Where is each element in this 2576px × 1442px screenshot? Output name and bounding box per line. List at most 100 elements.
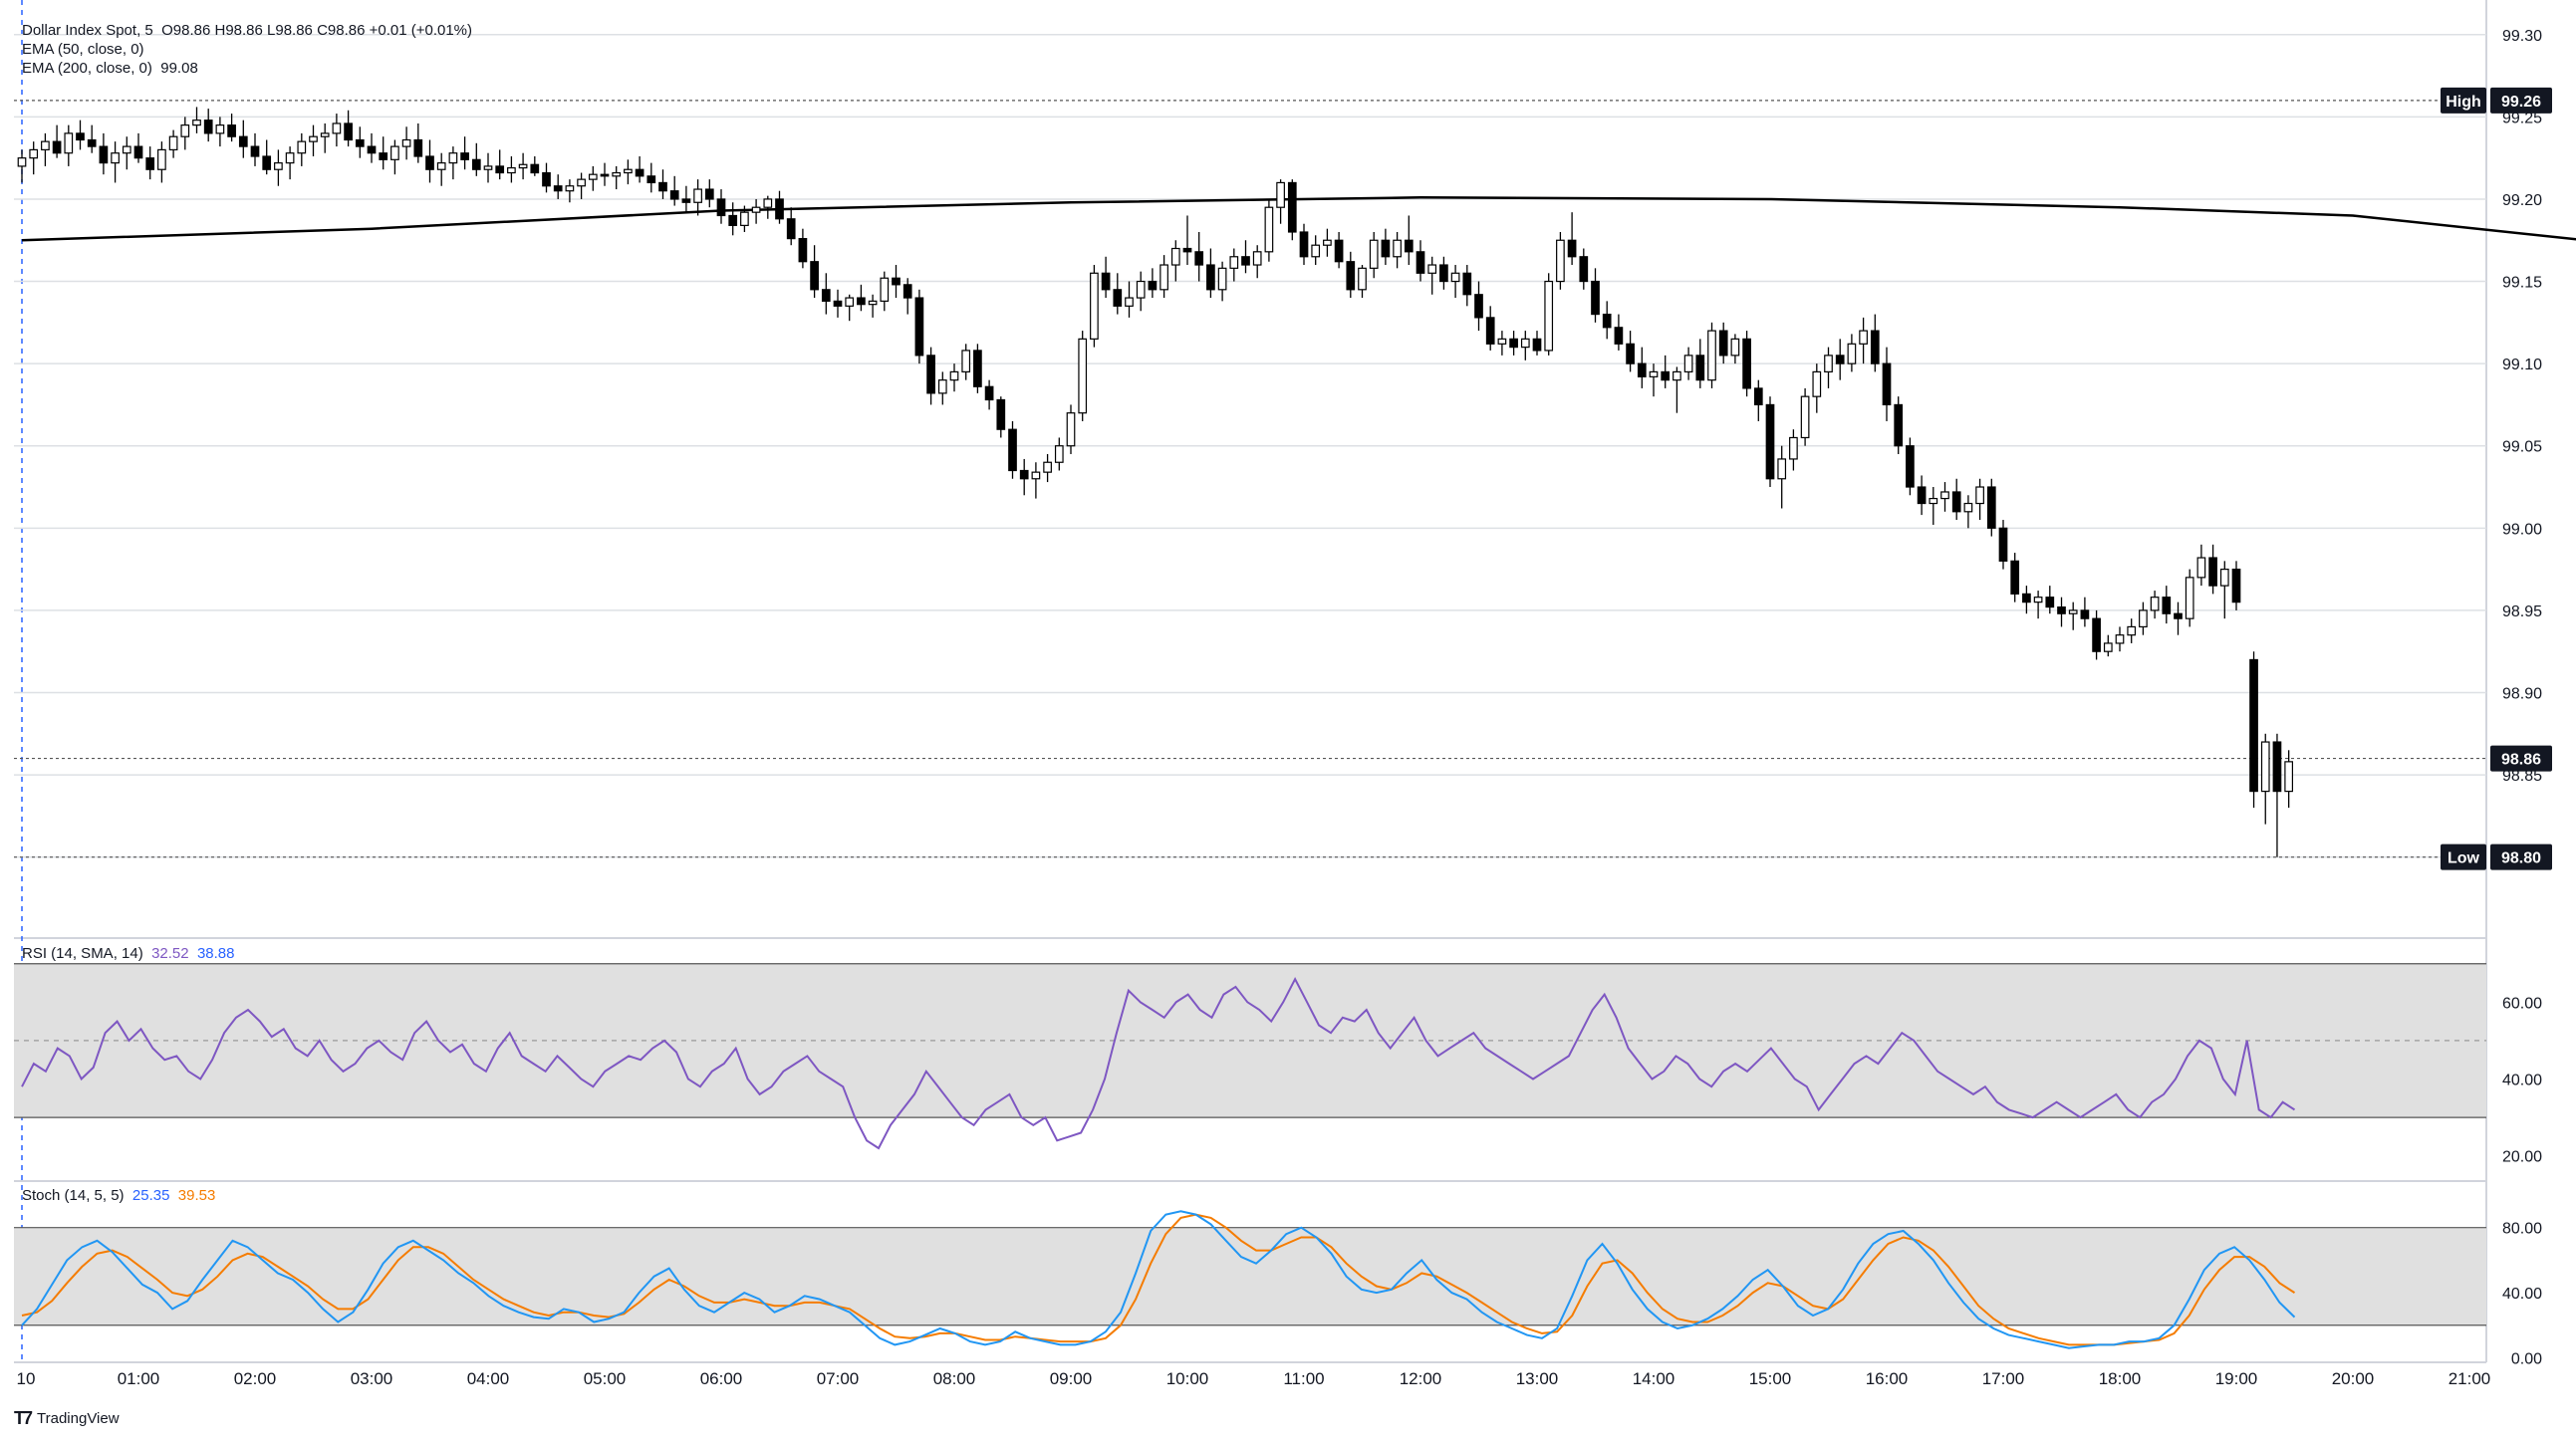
candle-body xyxy=(1847,343,1857,364)
candle-body xyxy=(1334,239,1344,263)
price-tick-label: 99.05 xyxy=(2502,439,2542,456)
price-tick-label: 99.10 xyxy=(2502,357,2542,373)
time-tick-label: 01:00 xyxy=(118,1369,160,1388)
candle-body xyxy=(775,198,784,220)
candle-body xyxy=(64,132,74,154)
candle-body xyxy=(1544,280,1554,352)
candle-body xyxy=(2127,625,2137,636)
candle-body xyxy=(1287,181,1297,233)
candle-body xyxy=(1125,297,1134,307)
candle-body xyxy=(1323,239,1332,246)
candle-body xyxy=(1206,264,1215,291)
candle-body xyxy=(880,277,890,302)
low-value-tag-label: 98.80 xyxy=(2501,850,2541,867)
stoch-legend: Stoch (14, 5, 5) 25.35 39.53 xyxy=(22,1186,215,1205)
time-tick-label: 18:00 xyxy=(2099,1369,2142,1388)
candle-body xyxy=(1917,486,1927,505)
candle-body xyxy=(658,181,667,192)
candle-body xyxy=(2080,609,2090,619)
candle-body xyxy=(1462,272,1472,296)
time-tick-label: 10:00 xyxy=(1166,1369,1209,1388)
candle-body xyxy=(728,214,738,226)
candle-body xyxy=(821,289,831,302)
candle-body xyxy=(1649,370,1659,377)
candle-body xyxy=(1637,362,1647,377)
candle-body xyxy=(1404,239,1414,253)
price-tick-label: 99.20 xyxy=(2502,192,2542,209)
candle-body xyxy=(973,350,982,387)
candle-body xyxy=(1299,231,1309,258)
candle-body xyxy=(1986,486,1996,529)
candle-body xyxy=(716,198,726,217)
stoch-k-line xyxy=(21,1210,2296,1349)
candle-body xyxy=(996,398,1006,430)
candle-body xyxy=(17,157,27,167)
time-tick-label: 08:00 xyxy=(933,1369,976,1388)
high-tag xyxy=(2441,87,2486,114)
candle-body xyxy=(763,198,773,208)
candle-body xyxy=(145,157,155,170)
price-tick-label: 99.00 xyxy=(2502,521,2542,538)
candle-body xyxy=(1043,461,1052,473)
candle-body xyxy=(1614,327,1624,345)
candle-body xyxy=(2208,557,2217,587)
candle-body xyxy=(2249,658,2258,793)
candle-body xyxy=(1066,412,1076,447)
candle-body xyxy=(1906,445,1915,488)
candle-body xyxy=(1217,267,1227,291)
candle-body xyxy=(1485,317,1495,345)
candle-body xyxy=(1113,289,1123,307)
time-tick-label: 02:00 xyxy=(234,1369,277,1388)
last-price-tag xyxy=(2490,745,2552,772)
rsi-value: 32.52 xyxy=(151,945,189,962)
stoch-band xyxy=(14,1227,2486,1325)
price-tick-label: 99.15 xyxy=(2502,275,2542,292)
candle-body xyxy=(436,162,446,170)
candle-body xyxy=(1882,362,1892,406)
stoch-d-line xyxy=(21,1213,2296,1346)
candle-body xyxy=(1509,338,1518,349)
candle-body xyxy=(1894,403,1904,447)
ema200-value: 99.08 xyxy=(160,60,198,77)
time-tick-label: 13:00 xyxy=(1516,1369,1559,1388)
interval-value: 5 xyxy=(144,22,153,39)
price-tick-label: 98.90 xyxy=(2502,685,2542,702)
candle-body xyxy=(2057,605,2066,614)
candle-body xyxy=(518,163,528,169)
time-tick-label: 11:00 xyxy=(1283,1369,1324,1388)
candle-body xyxy=(2010,560,2020,595)
candle-body xyxy=(704,188,714,200)
candle-body xyxy=(868,300,878,306)
candle-body xyxy=(1182,247,1192,253)
candle-body xyxy=(2162,597,2172,614)
rsi-sma-value: 38.88 xyxy=(196,945,235,962)
candle-body xyxy=(2174,612,2183,619)
stoch-label: Stoch (14, 5, 5) xyxy=(22,1187,125,1204)
candle-body xyxy=(646,175,656,184)
last-price-tag-label: 98.86 xyxy=(2501,752,2541,769)
high-tag-label: High xyxy=(2446,94,2481,111)
candle-body xyxy=(1090,272,1099,340)
candle-body xyxy=(285,152,295,164)
candle-body xyxy=(2115,634,2125,644)
candle-body xyxy=(1940,491,1949,500)
tradingview-logo[interactable]: T7 TradingView xyxy=(14,1408,120,1429)
candle-body xyxy=(460,152,469,160)
candle-body xyxy=(274,162,283,170)
candle-body xyxy=(845,297,855,307)
candle-body xyxy=(1929,497,1938,505)
price-tick-label: 98.95 xyxy=(2502,603,2542,620)
candle-body xyxy=(2196,557,2206,579)
candle-body xyxy=(401,138,411,147)
candle-body xyxy=(1567,239,1577,258)
candle-body xyxy=(215,124,225,134)
candle-body xyxy=(425,155,434,170)
symbol-line: Dollar Index Spot, 5 O98.86 H98.86 L98.8… xyxy=(22,22,473,39)
stoch-tick-label: 40.00 xyxy=(2502,1286,2542,1303)
candle-body xyxy=(2284,761,2293,793)
candle-body xyxy=(2272,741,2282,793)
candle-body xyxy=(1683,355,1693,372)
candle-body xyxy=(2219,569,2229,587)
candle-body xyxy=(961,350,971,372)
